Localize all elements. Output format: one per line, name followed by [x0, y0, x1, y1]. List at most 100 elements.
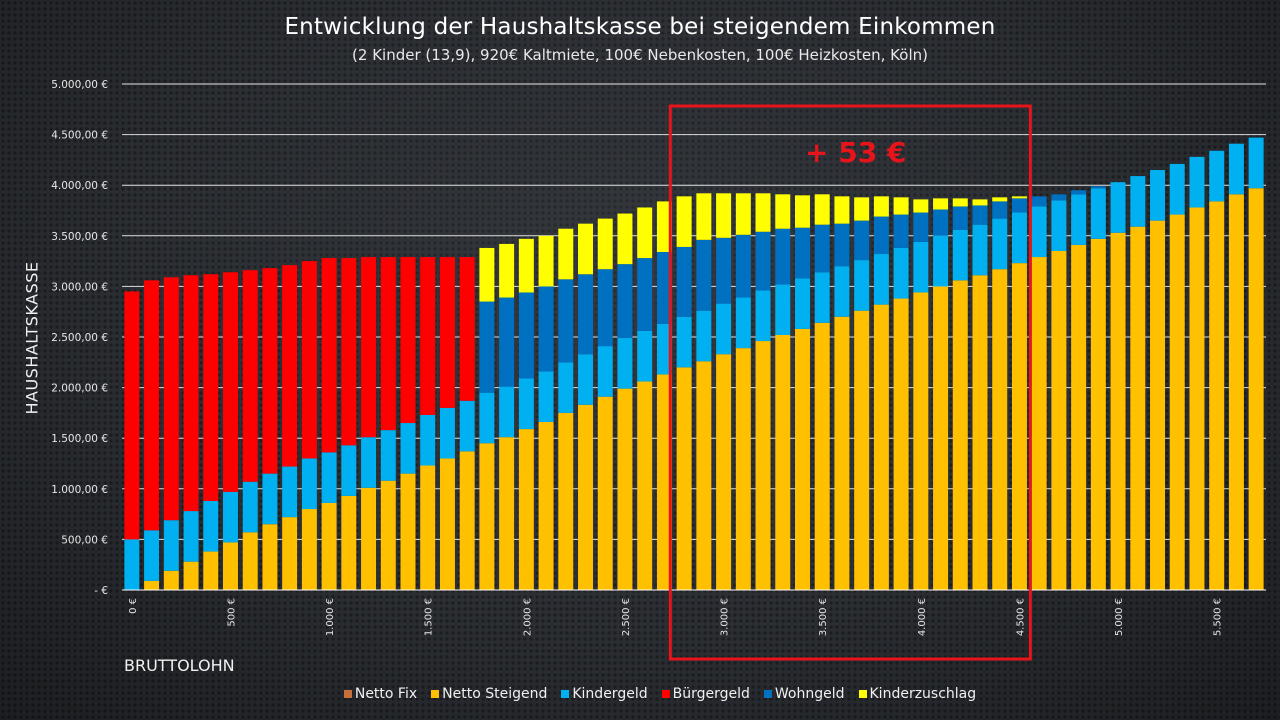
bar-segment-wohngeld: [656, 251, 672, 324]
chart-title: Entwicklung der Haushaltskasse bei steig…: [284, 14, 996, 40]
bar-segment-kindergeld: [1090, 188, 1106, 239]
bar-segment-wohngeld: [578, 274, 594, 355]
bar-segment-kindergeld: [578, 354, 594, 405]
bar-segment-wohngeld: [873, 216, 889, 255]
bar-segment-kinderzuschlag: [617, 213, 633, 265]
bar-segment-kinderzuschlag: [893, 197, 909, 215]
y-axis-label: HAUSHALTSKASSE: [22, 261, 42, 415]
legend-label: Netto Fix: [354, 686, 418, 702]
bar-segment-kindergeld: [755, 290, 771, 342]
bar-segment-kindergeld: [282, 466, 298, 518]
bar-segment-kindergeld: [1150, 170, 1166, 221]
bar-segment-wohngeld: [794, 227, 810, 279]
bar-segment-kindergeld: [321, 452, 337, 503]
bar-segment-wohngeld: [538, 286, 554, 372]
bar-segment-kindergeld: [854, 260, 870, 311]
bar-segment-wohngeld: [637, 258, 653, 331]
y-tick-label: 3.500,00 €: [51, 231, 108, 243]
y-tick-label: 1.000,00 €: [51, 484, 108, 496]
bar-segment-netto-steigend: [499, 437, 515, 590]
bar-segment-kindergeld: [814, 272, 830, 323]
legend: Netto Fix Netto Steigend Kindergeld Bürg…: [0, 686, 1280, 702]
x-tick-label: 1.000 €: [325, 598, 336, 636]
bar-segment-kindergeld: [400, 423, 416, 474]
bar-segment-kinderzuschlag: [933, 198, 949, 210]
bar-segment-kindergeld: [499, 386, 515, 438]
x-tick-label: 2.500 €: [621, 598, 632, 636]
bar-segment-kindergeld: [992, 218, 1008, 270]
bar-segment-kindergeld: [459, 400, 475, 452]
bar-segment-kindergeld: [479, 392, 495, 444]
bar-segment-wohngeld: [755, 231, 771, 291]
y-tick-label: - €: [94, 585, 108, 597]
bar-segment-wohngeld: [972, 205, 988, 225]
bar-segment-kindergeld: [144, 530, 160, 581]
bar-segment-wohngeld: [1090, 186, 1106, 189]
bar-segment-b-rgergeld: [242, 270, 258, 482]
bar-segment-netto-steigend: [282, 517, 298, 590]
bar-segment-kindergeld: [794, 278, 810, 329]
bar-segment-kinderzuschlag: [992, 197, 1008, 202]
bar-segment-kindergeld: [952, 229, 968, 281]
bar-segment-kinderzuschlag: [775, 194, 791, 229]
bar-segment-wohngeld: [1011, 198, 1027, 213]
bar-segment-wohngeld: [814, 224, 830, 273]
bar-segment-b-rgergeld: [420, 257, 436, 415]
bar-segment-wohngeld: [696, 239, 712, 311]
bar-segment-kindergeld: [183, 511, 199, 562]
bar-segment-netto-steigend: [242, 532, 258, 590]
bar-segment-kinderzuschlag: [913, 199, 929, 213]
bar-segment-wohngeld: [617, 264, 633, 339]
bar-segment-kindergeld: [538, 371, 554, 423]
bar-segment-netto-steigend: [479, 443, 495, 590]
bar-segment-kinderzuschlag: [972, 199, 988, 206]
y-tick-label: 2.000,00 €: [51, 383, 108, 395]
legend-swatch: [858, 690, 867, 698]
bar-segment-kindergeld: [518, 378, 534, 430]
bar-segment-kindergeld: [380, 430, 396, 481]
bar-segment-netto-steigend: [459, 451, 475, 590]
x-tick-label: 2.000 €: [522, 598, 533, 636]
legend-swatch: [431, 690, 440, 698]
bar-segment-wohngeld: [735, 234, 751, 298]
bar-segment-kindergeld: [696, 310, 712, 362]
bar-segment-wohngeld: [913, 212, 929, 242]
bar-segment-netto-steigend: [1169, 214, 1185, 590]
bar-segment-kindergeld: [1189, 156, 1205, 208]
bar-segment-netto-steigend: [1248, 188, 1264, 590]
bar-segment-kindergeld: [873, 254, 889, 305]
x-tick-label: 5.500 €: [1213, 598, 1224, 636]
bar-segment-netto-steigend: [1110, 232, 1126, 590]
bar-segment-b-rgergeld: [262, 268, 278, 474]
bar-segment-kinderzuschlag: [814, 194, 830, 225]
bar-segment-netto-steigend: [952, 280, 968, 590]
bar-segment-kindergeld: [163, 520, 179, 571]
bar-segment-b-rgergeld: [282, 265, 298, 467]
bar-segment-netto-steigend: [913, 292, 929, 590]
x-tick-label: 3.500 €: [818, 598, 829, 636]
bar-segment-netto-steigend: [617, 388, 633, 590]
bar-segment-kinderzuschlag: [696, 193, 712, 240]
bar-segment-kinderzuschlag: [716, 193, 732, 238]
bar-segment-kindergeld: [1031, 206, 1047, 258]
bar-segment-kindergeld: [1071, 194, 1087, 245]
bar-segment-netto-steigend: [972, 275, 988, 590]
legend-label: Bürgergeld: [672, 686, 750, 702]
bar-segment-netto-steigend: [597, 396, 613, 590]
y-tick-label: 1.500,00 €: [51, 433, 108, 445]
bar-segment-wohngeld: [775, 228, 791, 285]
bar-segment-b-rgergeld: [341, 258, 357, 446]
bar-segment-netto-steigend: [578, 404, 594, 590]
x-tick-label: 5.000 €: [1114, 598, 1125, 636]
legend-item-wohngeld: Wohngeld: [763, 686, 845, 702]
bar-segment-kinderzuschlag: [794, 195, 810, 228]
bar-segment-netto-steigend: [518, 429, 534, 590]
bar-segment-wohngeld: [558, 279, 574, 363]
bar-segment-kindergeld: [1248, 137, 1264, 189]
bar-segment-kindergeld: [124, 539, 140, 590]
legend-label: Netto Steigend: [442, 686, 548, 702]
bar-segment-kindergeld: [1011, 212, 1027, 264]
bar-segment-netto-steigend: [992, 269, 1008, 590]
bar-segment-b-rgergeld: [439, 257, 455, 408]
y-tick-label: 500,00 €: [61, 534, 108, 546]
